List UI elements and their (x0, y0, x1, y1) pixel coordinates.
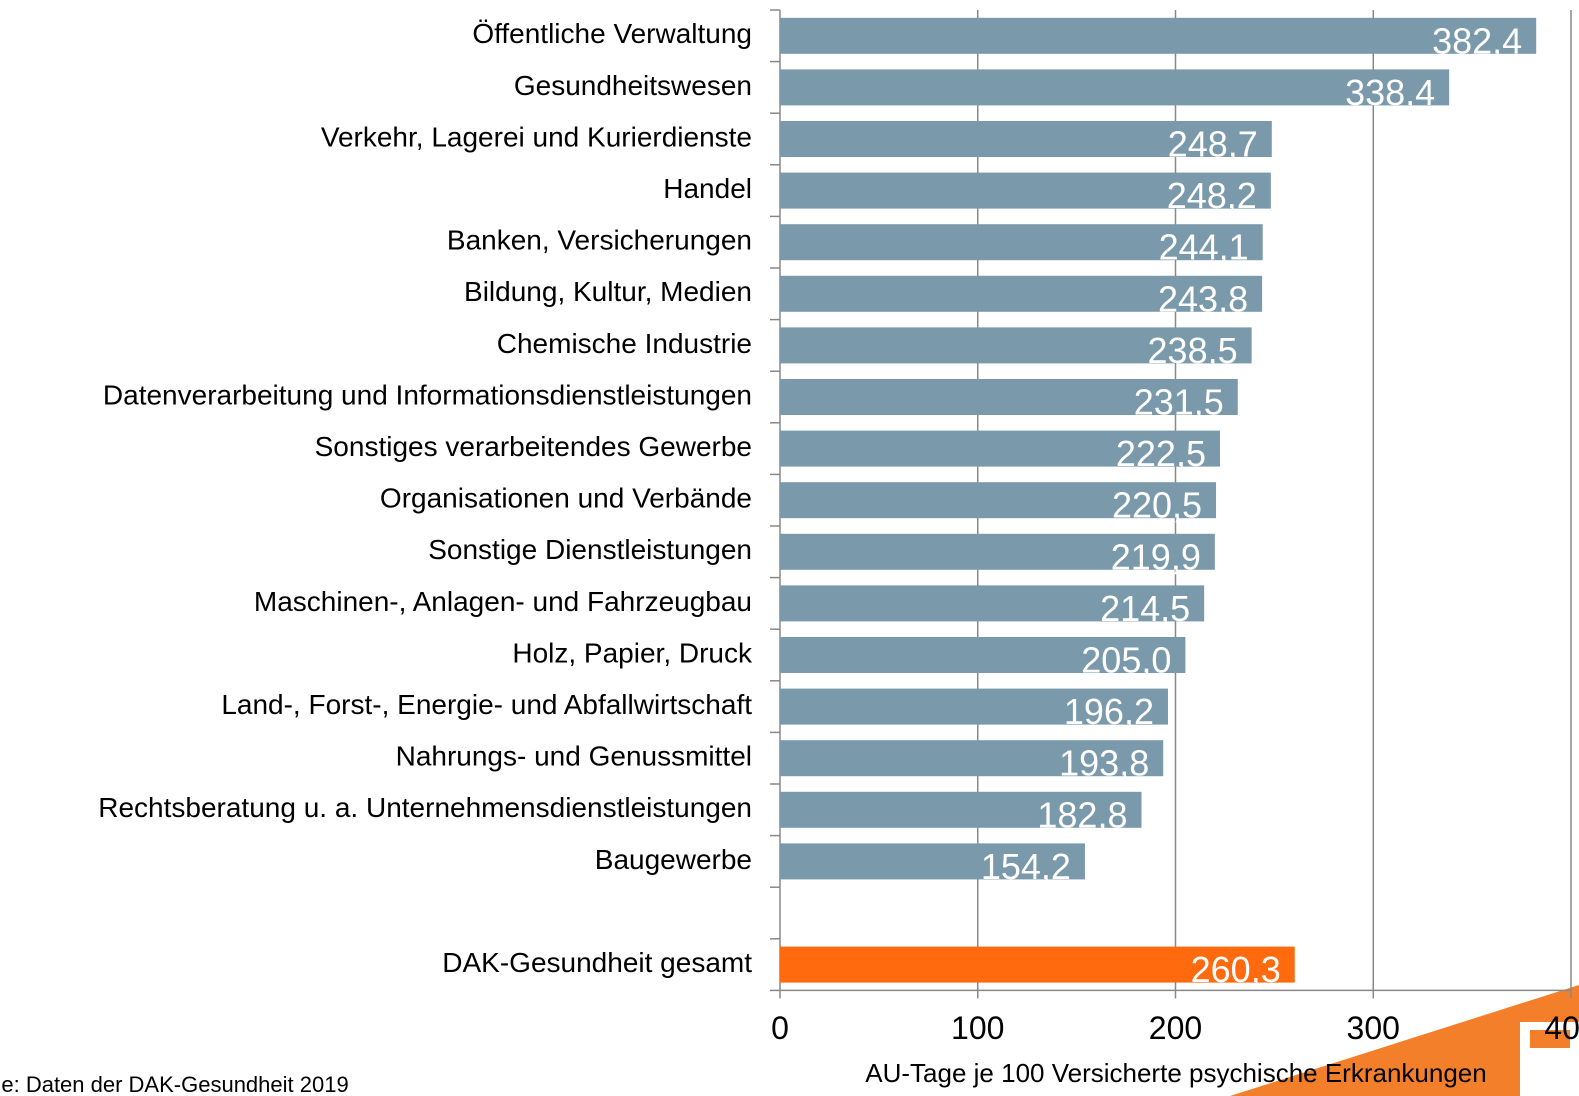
value-label: 260,3 (1191, 949, 1281, 990)
y-tick-label: Nahrungs- und Genussmittel (396, 741, 752, 772)
value-label: 382,4 (1432, 20, 1522, 61)
value-label: 222,5 (1116, 433, 1206, 474)
value-label: 219,9 (1111, 536, 1201, 577)
value-label: 248,2 (1167, 175, 1257, 216)
value-label: 214,5 (1100, 588, 1190, 629)
y-tick-label: Sonstige Dienstleistungen (428, 534, 752, 565)
bar (780, 791, 1142, 828)
x-tick-label: 100 (951, 1010, 1004, 1046)
y-tick-label: Banken, Versicherungen (447, 225, 752, 256)
value-label: 231,5 (1134, 382, 1224, 423)
bar (780, 379, 1238, 415)
y-tick-label: DAK-Gesundheit gesamt (442, 947, 752, 978)
bar (780, 224, 1263, 261)
x-axis-title: AU-Tage je 100 Versicherte psychische Er… (865, 1058, 1486, 1088)
x-tick-label: 400 (1544, 1010, 1579, 1046)
value-label: 238,5 (1148, 330, 1238, 371)
bar (780, 946, 1295, 983)
value-label: 205,0 (1081, 640, 1171, 681)
y-tick-label: Baugewerbe (595, 844, 752, 875)
y-tick-label: Handel (663, 173, 752, 204)
y-tick-label: Maschinen-, Anlagen- und Fahrzeugbau (254, 586, 752, 617)
value-label: 193,8 (1059, 743, 1149, 784)
y-tick-label: Chemische Industrie (497, 328, 752, 359)
y-tick-label: Organisationen und Verbände (380, 483, 752, 514)
bar (780, 843, 1085, 880)
bar (780, 172, 1271, 209)
y-tick-label: Sonstiges verarbeitendes Gewerbe (315, 431, 752, 462)
bar (780, 482, 1217, 519)
bar (780, 533, 1215, 570)
bar (780, 121, 1272, 157)
bar (780, 327, 1252, 364)
value-label: 338,4 (1345, 72, 1435, 113)
x-tick-label: 300 (1347, 1010, 1400, 1046)
value-label: 220,5 (1112, 485, 1202, 526)
value-label: 154,2 (981, 846, 1071, 887)
bar (780, 275, 1263, 312)
source-note: Quelle: Daten der DAK-Gesundheit 2019 (0, 1072, 349, 1096)
bar (780, 17, 1537, 54)
bar (780, 740, 1164, 777)
value-label: 244,1 (1159, 227, 1249, 268)
y-tick-label: Verkehr, Lagerei und Kurierdienste (321, 121, 752, 152)
bar (780, 637, 1186, 673)
y-tick-label: Öffentliche Verwaltung (472, 18, 752, 49)
logo-mark-bar (1530, 1030, 1570, 1048)
value-label: 182,8 (1037, 794, 1127, 835)
y-tick-label: Rechtsberatung u. a. Unternehmensdienstl… (98, 792, 752, 823)
bar (780, 688, 1168, 725)
logo-shape (1230, 985, 1579, 1096)
value-label: 196,2 (1064, 691, 1154, 732)
y-tick-label: Land-, Forst-, Energie- und Abfallwirtsc… (221, 689, 752, 720)
value-label: 243,8 (1158, 278, 1248, 319)
bar (780, 430, 1220, 467)
y-tick-label: Gesundheitswesen (514, 70, 752, 101)
bar (780, 585, 1205, 622)
y-tick-label: Datenverarbeitung und Informationsdienst… (103, 379, 752, 410)
y-tick-label: Holz, Papier, Druck (512, 637, 753, 668)
bar (780, 69, 1450, 106)
x-tick-label: 0 (771, 1010, 789, 1046)
value-label: 248,7 (1168, 124, 1258, 165)
x-tick-label: 200 (1149, 1010, 1202, 1046)
y-tick-label: Bildung, Kultur, Medien (464, 276, 752, 307)
